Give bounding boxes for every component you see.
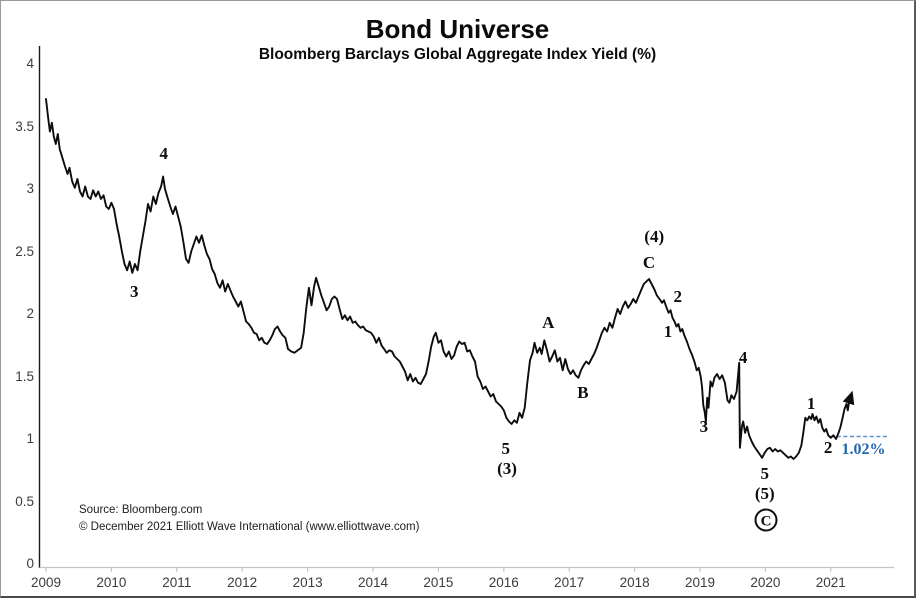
x-tick-label: 2017 [554,575,585,590]
y-tick-label: 3.5 [15,118,34,134]
wave-label: A [542,312,555,332]
y-tick-label: 0.5 [15,493,34,509]
wave-label: (3) [497,459,517,478]
wave-label-circled: C [754,508,778,532]
wave-label: 2 [673,286,683,306]
chart-title: Bond Universe [365,14,550,44]
wave-label: 1 [663,321,673,341]
y-tick-label: 1.5 [15,368,34,384]
wave-label: C [642,252,656,272]
x-tick-label: 2018 [619,575,650,590]
y-tick-label: 2.5 [15,243,34,259]
x-tick-label: 2013 [292,575,323,590]
latest-value-label: 1.02% [841,441,886,459]
x-tick-label: 2011 [162,575,192,590]
yield-series-line [45,98,855,460]
wave-label: B [577,382,589,402]
x-tick-label: 2021 [815,575,846,590]
x-tick-label: 2019 [684,575,716,590]
x-tick-label: 2020 [750,575,781,590]
x-tick-label: 2015 [423,575,454,590]
y-tick-label: 4 [26,56,34,71]
wave-label: 5 [760,464,769,483]
wave-label: 2 [823,437,833,457]
wave-label: 3 [130,281,139,301]
wave-label: 4 [738,347,748,367]
y-tick-label: 3 [26,181,34,196]
wave-label: (5) [754,484,775,503]
x-tick-label: 2010 [96,575,127,590]
x-tick-label: 2012 [227,575,258,590]
wave-label: 4 [159,144,168,163]
source-block: Source: Bloomberg.com © December 2021 El… [79,502,419,536]
copyright-line: © December 2021 Elliott Wave Internation… [79,521,420,533]
wave-label: 5 [501,439,511,458]
x-axis-ticks [45,567,832,572]
y-tick-label: 1 [26,431,34,446]
x-tick-label: 2014 [357,575,389,590]
chart-subtitle: Bloomberg Barclays Global Aggregate Inde… [258,46,657,63]
source-line: Source: Bloomberg.com [79,504,203,516]
wave-label: 3 [699,416,709,436]
wave-label: 1 [806,394,816,413]
y-tick-label: 2 [26,306,34,321]
x-tick-label: 2009 [30,575,62,590]
x-tick-label: 2016 [488,575,519,590]
wave-label: (4) [644,226,665,246]
y-tick-label: 0 [26,556,34,571]
